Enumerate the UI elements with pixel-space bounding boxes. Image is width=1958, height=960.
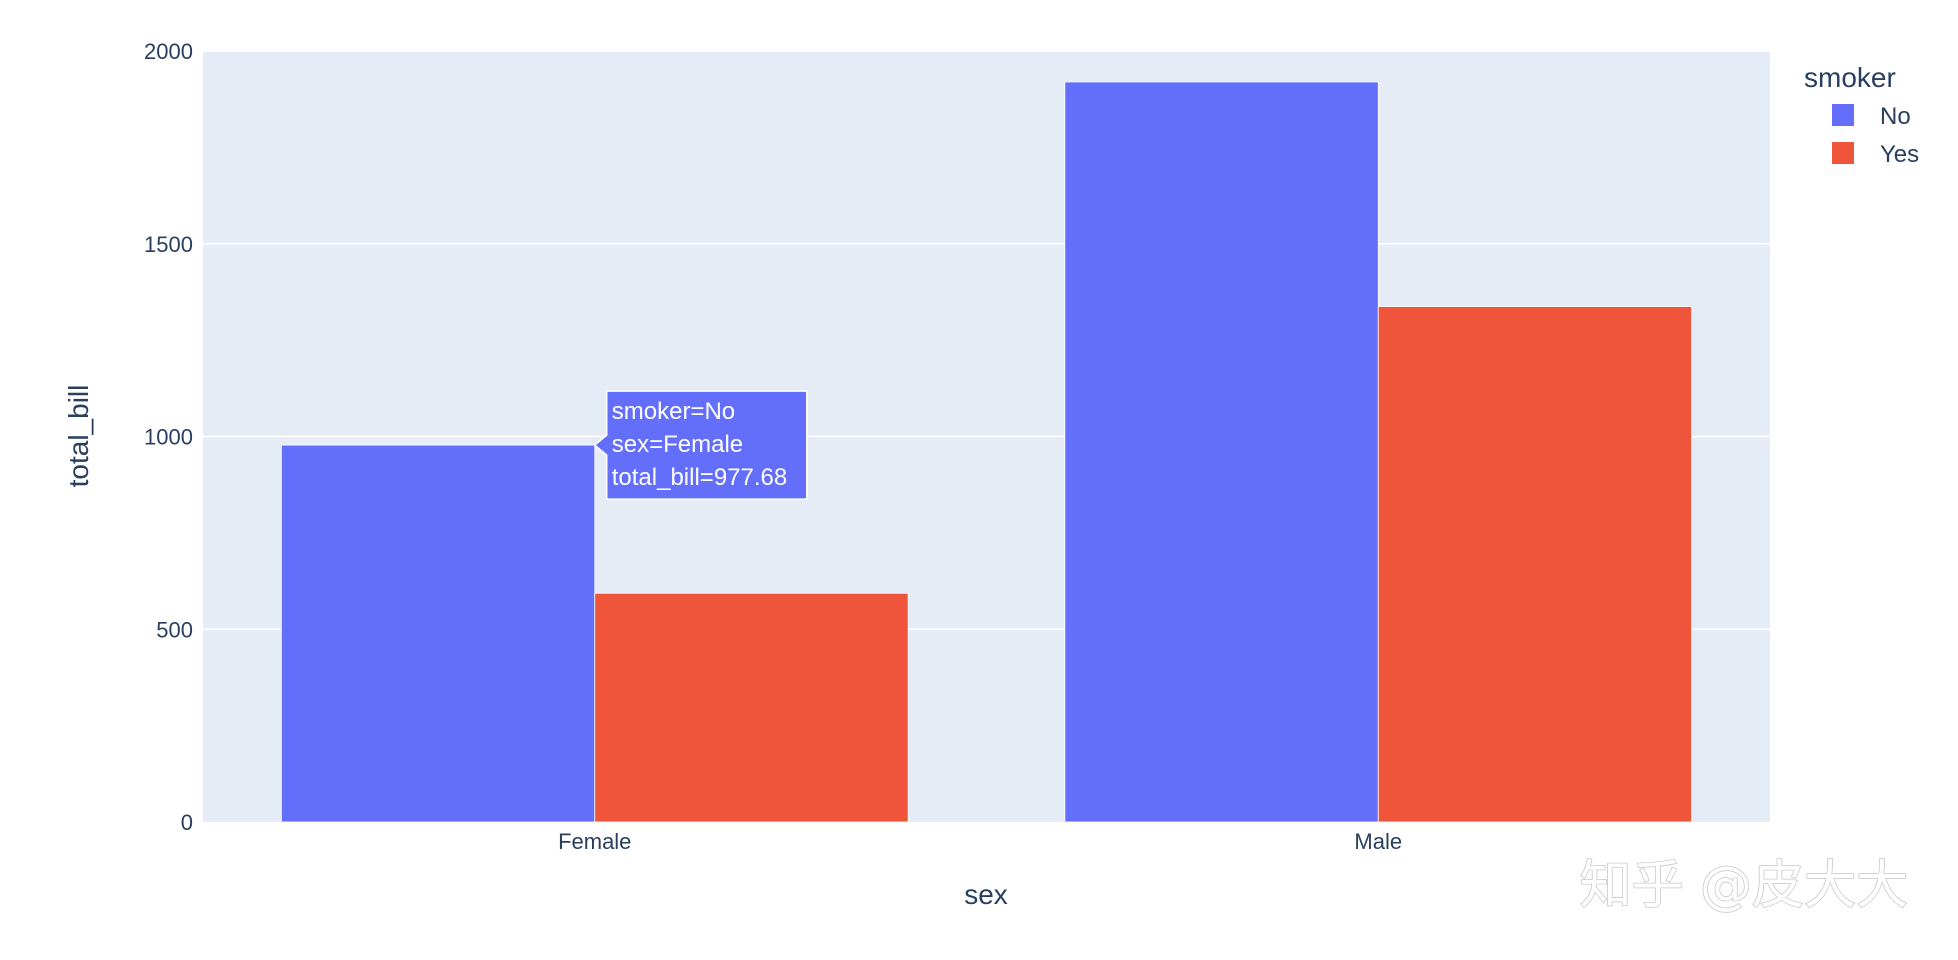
bar: [594, 592, 909, 823]
y-tick-label: 1500: [144, 232, 193, 257]
hover-tooltip-line: smoker=No: [612, 398, 735, 425]
bar: [1377, 306, 1693, 823]
legend-item-label: Yes: [1880, 141, 1919, 168]
hover-tooltip-line: total_bill=977.68: [612, 464, 787, 491]
watermark: 知乎 @皮大大: [1579, 856, 1908, 916]
x-axis-ticks: Female Male: [558, 829, 1402, 854]
bar: [1064, 81, 1379, 823]
hover-tooltip-box: [593, 390, 808, 500]
y-axis-ticks: 0 500 1000 1500 2000: [144, 39, 193, 835]
y-axis-title: total_bill: [63, 385, 94, 488]
y-tick-label: 2000: [144, 39, 193, 64]
bar: [280, 444, 596, 823]
x-tick-label: Male: [1354, 829, 1402, 854]
y-tick-label: 500: [156, 617, 193, 642]
x-axis-title: sex: [964, 879, 1008, 910]
hover-tooltip: smoker=No sex=Female total_bill=977.68: [593, 390, 808, 500]
x-tick-label: Female: [558, 829, 631, 854]
y-tick-label: 1000: [144, 425, 193, 450]
legend-swatch: [1832, 142, 1854, 164]
legend-item-label: No: [1880, 103, 1911, 130]
legend-title: smoker: [1804, 62, 1896, 93]
bars: [280, 81, 1693, 823]
legend-swatch: [1832, 104, 1854, 126]
hover-tooltip-line: sex=Female: [612, 431, 743, 458]
legend: smoker No Yes: [1804, 62, 1919, 168]
y-tick-label: 0: [181, 810, 193, 835]
